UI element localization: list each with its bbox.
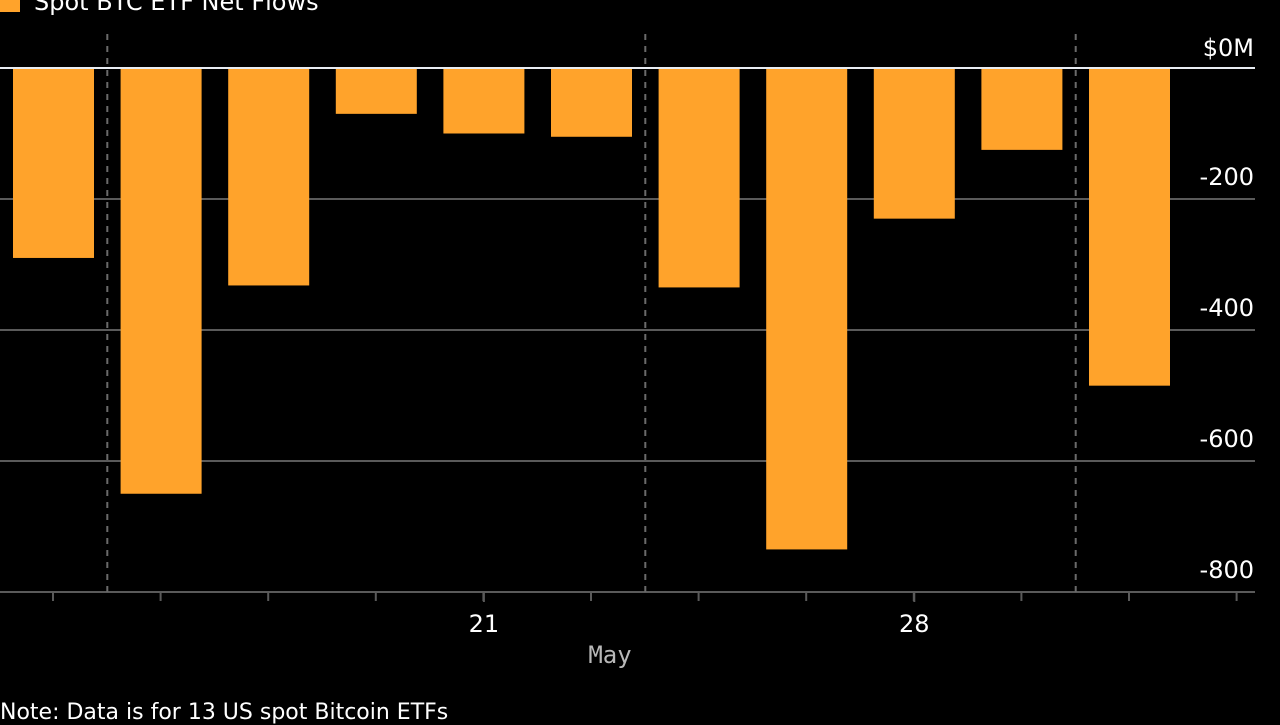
- x-tick-label: 28: [899, 610, 930, 638]
- x-month-label: May: [588, 641, 631, 669]
- y-tick-label: -600: [1200, 425, 1254, 453]
- y-axis-labels: $0M -200 -400 -600 -800: [1200, 34, 1254, 584]
- bar-may-28: [873, 68, 955, 219]
- bar-may-15: [13, 68, 94, 258]
- week-separators: [106, 34, 1077, 592]
- bar-may-30: [1089, 68, 1170, 386]
- chart-note: Note: Data is for 13 US spot Bitcoin ETF…: [0, 700, 449, 725]
- legend-label: Spot BTC ETF Net Flows: [34, 0, 319, 16]
- x-tick-label: 21: [469, 610, 500, 638]
- y-tick-label: $0M: [1203, 34, 1254, 62]
- bars: [13, 68, 1170, 550]
- bar-may-19: [228, 68, 310, 286]
- bar-may-27: [766, 68, 848, 550]
- bar-may-23: [658, 68, 740, 288]
- grid-lines: [0, 198, 1255, 593]
- bar-may-20: [335, 68, 417, 114]
- y-tick-label: -200: [1200, 163, 1254, 191]
- bar-may-21: [443, 68, 525, 134]
- chart-legend: Spot BTC ETF Net Flows: [0, 0, 319, 16]
- legend-swatch: [0, 0, 20, 12]
- x-axis: 21 28 May: [52, 592, 1238, 669]
- bar-may-22: [551, 68, 632, 137]
- bar-may-29: [981, 68, 1063, 150]
- y-tick-label: -800: [1200, 556, 1254, 584]
- bar-may-16: [120, 68, 202, 494]
- y-tick-label: -400: [1200, 294, 1254, 322]
